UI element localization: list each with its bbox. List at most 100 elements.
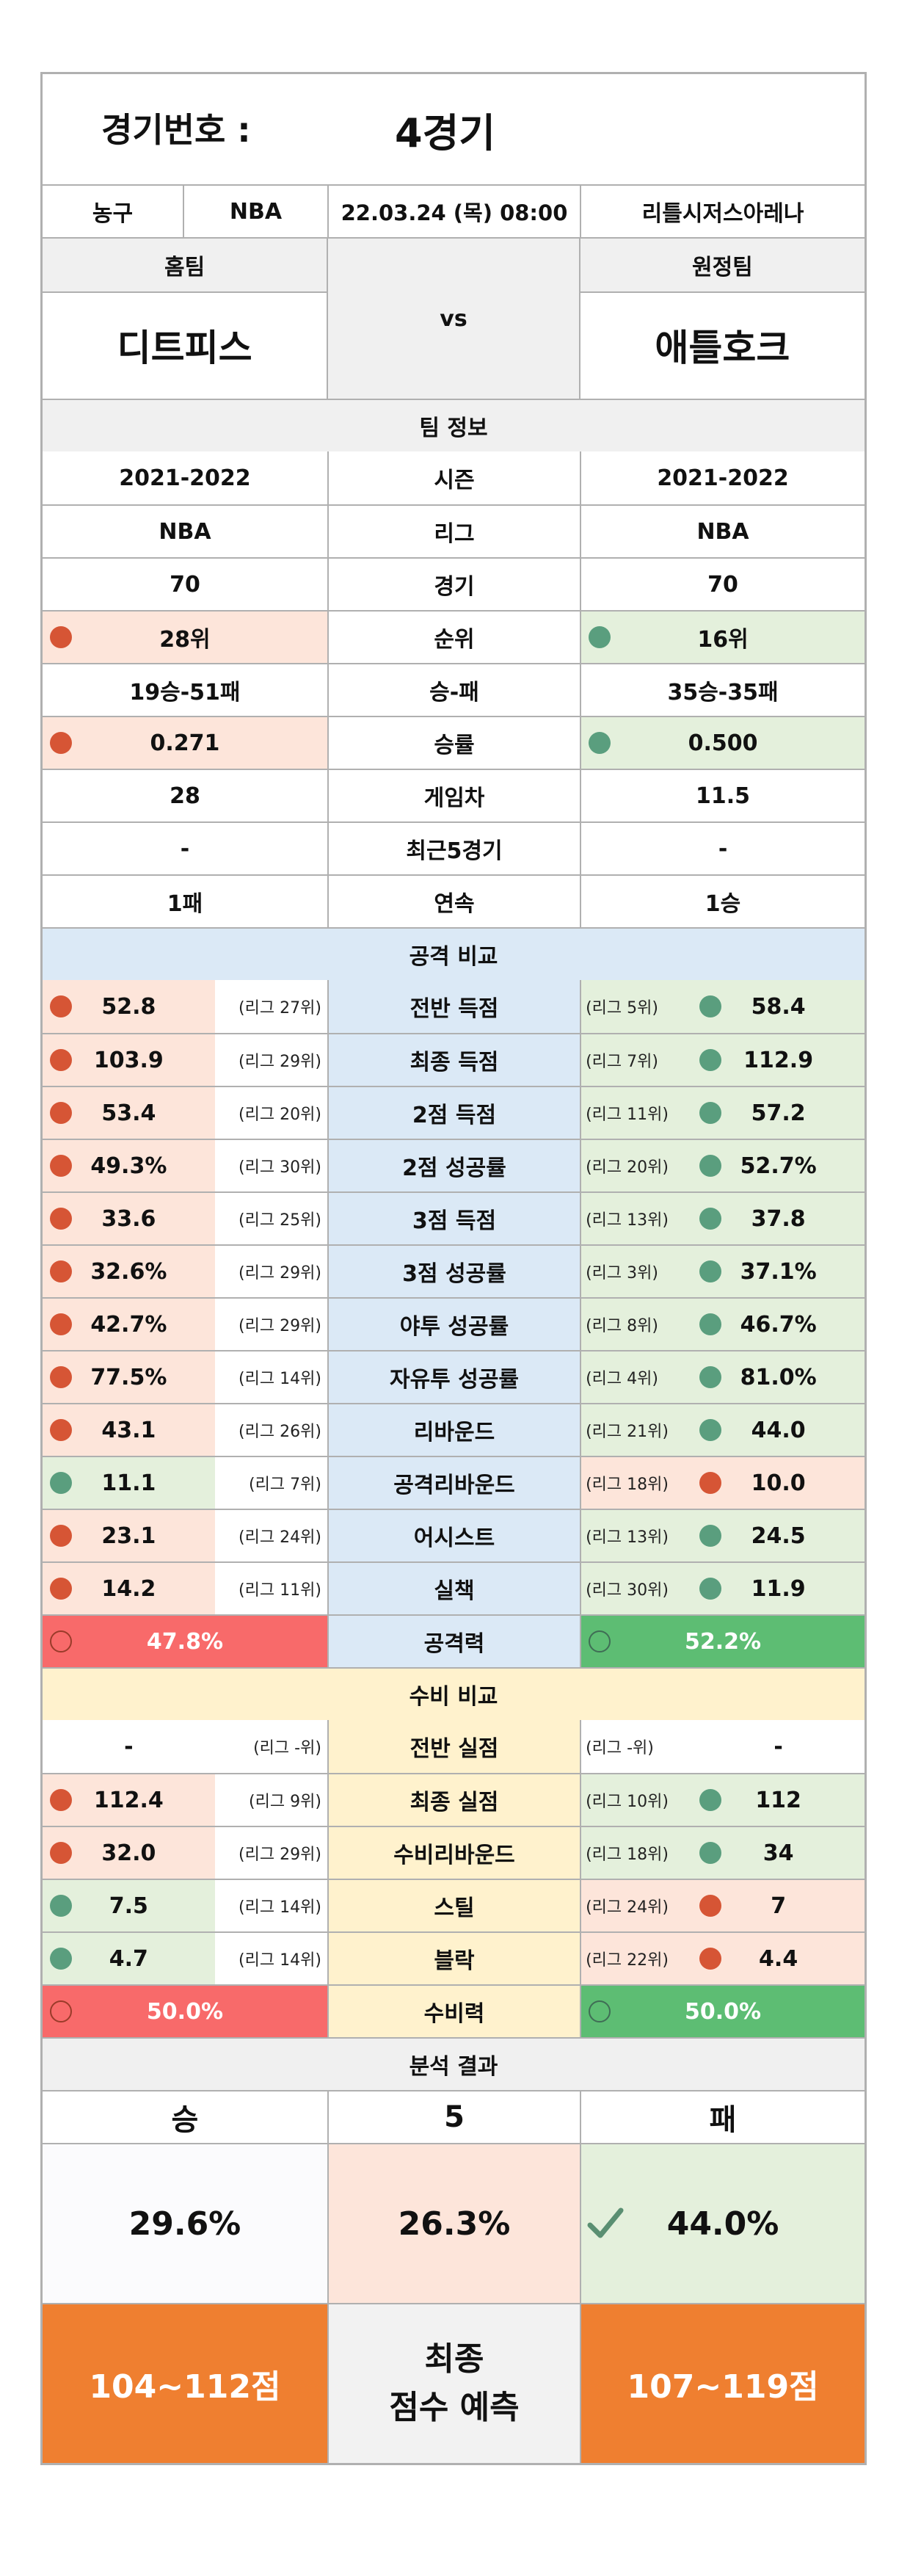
home-league-rank: (리그 29위) [239,1846,321,1864]
home-league-rank: (리그 7위) [249,1476,321,1494]
away-value-text: 7 [771,1893,787,1919]
red-dot-icon [50,1419,72,1441]
team-info-label: 리그 [327,506,580,557]
analysis-probability-row: 29.6% 26.3% 44.0% [43,2143,864,2303]
green-dot-icon [699,1419,722,1441]
green-dot-icon [699,1313,722,1335]
red-dot-icon [50,2000,72,2022]
defense-row: 4.7 (리그 14위) 블락 (리그 22위) 4.4 [43,1931,864,1984]
away-value-text: - [774,1733,783,1760]
defense-row: 32.0 (리그 29위) 수비리바운드 (리그 18위) 34 [43,1826,864,1879]
away-team-info-value: 11.5 [580,770,864,821]
offense-stat-label: 리바운드 [327,1404,580,1456]
match-number-row: 경기번호 : 4경기 [43,74,864,184]
home-league-rank: (리그 29위) [239,1053,321,1071]
defense-row: 7.5 (리그 14위) 스틸 (리그 24위) 7 [43,1879,864,1931]
home-value-text: 32.6% [90,1258,167,1285]
away-defense-value: 34 [692,1827,864,1879]
offense-row: 23.1 (리그 24위) 어시스트 (리그 13위) 24.5 [43,1509,864,1561]
offense-table: 52.8 (리그 27위) 전반 득점 (리그 5위) 58.4 103.9 (리그 29위… [43,980,864,1614]
home-team-info-value: NBA [43,506,327,557]
defense-stat-label: 최종 실점 [327,1774,580,1826]
home-league-rank: (리그 20위) [239,1106,321,1124]
away-team-info-text: 11.5 [696,783,751,809]
home-team-info-value: 1패 [43,876,327,927]
red-dot-icon [50,1366,72,1388]
red-dot-icon [50,1842,72,1864]
away-league-rank: (리그 18위) [580,1457,693,1509]
offense-row: 77.5% (리그 14위) 자유투 성공률 (리그 4위) 81.0% [43,1350,864,1403]
green-dot-icon [699,1525,722,1547]
home-score-prediction: 104~112점 [43,2304,327,2463]
green-dot-icon [699,1789,722,1811]
offense-stat-label: 어시스트 [327,1510,580,1561]
home-defense-value: 4.7 [43,1933,215,1984]
home-team-info-text: 28위 [159,627,211,653]
defense-row: 112.4 (리그 9위) 최종 실점 (리그 10위) 112 [43,1773,864,1826]
away-team-info-value: 16위 [580,612,864,663]
away-league-rank: (리그 21위) [580,1404,693,1456]
offense-stat-label: 3점 성공률 [327,1246,580,1297]
home-offense-value: 33.6 [43,1193,215,1244]
team-info-table: 2021-2022 시즌 2021-2022 NBA 리그 NBA 70 경기 70 28위 순위 1… [43,451,864,927]
home-league-rank: (리그 30위) [239,1158,321,1177]
home-value-text: 33.6 [101,1205,156,1232]
defense-row: - (리그 -위) 전반 실점 (리그 -위) - [43,1720,864,1773]
draw-probability: 26.3% [327,2144,580,2303]
away-value-text: 52.7% [740,1153,817,1179]
away-value-text: 34 [762,1840,794,1866]
away-league-rank: (리그 11위) [580,1087,693,1139]
away-league-rank: (리그 24위) [580,1880,693,1931]
away-league-rank: (리그 20위) [580,1140,693,1191]
team-info-row: 70 경기 70 [43,557,864,610]
analysis-labels-row: 승 5 패 [43,2090,864,2143]
home-team-info-value: 19승-51패 [43,664,327,716]
defense-power-row: 50.0% 수비력 50.0% [43,1984,864,2037]
home-offense-value: 103.9 [43,1034,215,1086]
away-offense-value: 11.9 [692,1563,864,1614]
red-dot-icon [50,732,72,754]
offense-stat-label: 3점 득점 [327,1193,580,1244]
green-dot-icon [589,732,611,754]
away-value-text: 37.1% [740,1258,817,1285]
defense-stat-label: 전반 실점 [327,1720,580,1773]
match-number-label: 경기번호 : [101,110,251,150]
away-value-text: 11.9 [751,1575,806,1602]
offense-header: 공격 비교 [43,927,864,980]
away-team-info-text: 1승 [705,891,741,917]
red-dot-icon [50,995,72,1017]
match-analysis-sheet: 경기번호 : 4경기 농구 NBA 22.03.24 (목) 08:00 리틀시… [40,72,867,2465]
away-team-info-value: 2021-2022 [580,451,864,504]
defense-stat-label: 수비리바운드 [327,1827,580,1879]
offense-stat-label: 자유투 성공률 [327,1352,580,1403]
green-dot-icon [699,1842,722,1864]
team-info-row: 1패 연속 1승 [43,874,864,927]
away-value-text: 44.0 [751,1417,806,1443]
win-probability: 29.6% [43,2144,327,2303]
home-value-text: 23.1 [101,1523,156,1549]
red-dot-icon [50,1208,72,1230]
away-offense-value: 46.7% [692,1299,864,1350]
defense-stat-label: 블락 [327,1933,580,1984]
home-team-label: 홈팀 [43,239,327,291]
home-value-text: 52.8 [101,993,156,1020]
offense-row: 33.6 (리그 25위) 3점 득점 (리그 13위) 37.8 [43,1191,864,1244]
analysis-title: 분석 결과 [409,2054,498,2080]
home-team-info-text: 28 [170,783,200,809]
away-team-info-value: 70 [580,559,864,610]
away-team-info-text: 0.500 [688,730,758,756]
green-dot-icon [50,1895,72,1917]
teams-row: 홈팀 디트피스 vs 원정팀 애틀호크 [43,237,864,399]
offense-row: 52.8 (리그 27위) 전반 득점 (리그 5위) 58.4 [43,980,864,1033]
away-team-info-text: 2021-2022 [657,465,789,491]
home-league-rank: (리그 9위) [249,1793,321,1811]
home-team-info-text: 2021-2022 [119,465,251,491]
team-info-row: 2021-2022 시즌 2021-2022 [43,451,864,504]
home-league-rank: (리그 29위) [239,1264,321,1282]
away-value-text: 4.4 [759,1945,798,1972]
away-offense-value: 81.0% [692,1352,864,1403]
home-value-text: 42.7% [90,1311,167,1338]
away-value-text: 58.4 [751,993,806,1020]
away-value-text: 10.0 [751,1470,806,1496]
away-defense-value: 4.4 [692,1933,864,1984]
